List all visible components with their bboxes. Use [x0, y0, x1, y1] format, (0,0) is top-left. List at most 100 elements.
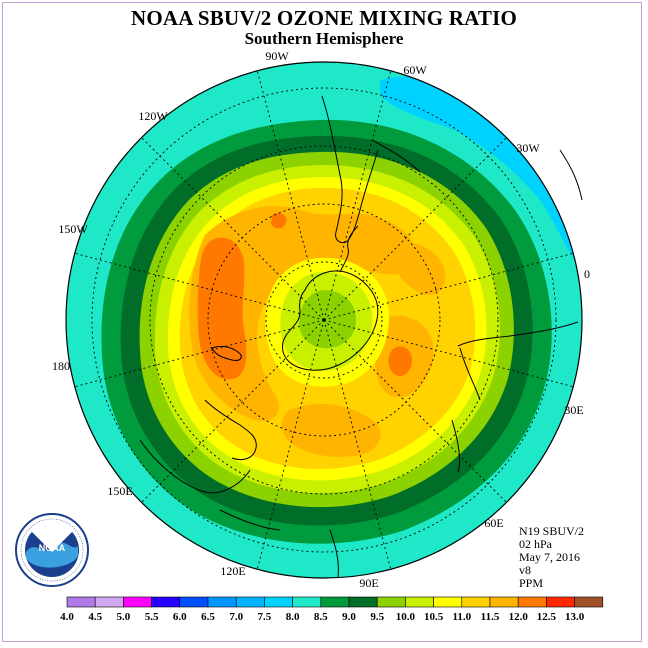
coastlines	[139, 95, 583, 579]
colorbar-swatch	[123, 596, 152, 608]
colorbar-tick-label: 13.0	[565, 611, 585, 623]
map-boundary	[65, 61, 583, 579]
colorbar-swatch	[292, 596, 322, 608]
colorbar-tick-label: 6.5	[201, 611, 215, 623]
colorbar-swatch	[320, 596, 350, 608]
colorbar-tick-label: 6.0	[173, 611, 187, 623]
lon-label-60e: 60E	[484, 516, 503, 530]
colorbar-swatch	[151, 596, 181, 608]
colorbar-tick-label: 4.0	[60, 611, 74, 623]
indonesia-coast	[219, 509, 281, 531]
meridian-line	[141, 137, 325, 321]
atlantic-coast	[559, 149, 583, 201]
colorbar-swatch	[489, 596, 519, 608]
band-11-0-11-5-west	[189, 206, 416, 421]
lon-label-0: 0	[584, 267, 590, 281]
colorbar-swatch	[264, 596, 293, 608]
logo-wave	[26, 542, 78, 568]
colorbar-tick-label: 5.0	[117, 611, 131, 623]
colorbar-swatch	[376, 596, 406, 608]
antarctica-coast	[282, 270, 379, 371]
info-satellite: N19 SBUV/2	[519, 524, 585, 538]
info-level: 02 hPa	[519, 537, 552, 551]
info-version: v8	[519, 563, 531, 577]
meridian-line	[323, 319, 392, 570]
image-frame	[2, 2, 642, 642]
south-america-east-coast	[371, 139, 421, 173]
map-subtitle: Southern Hemisphere	[244, 29, 404, 48]
band-11-0-11-5-ne	[392, 243, 446, 296]
lon-label-180: 180	[52, 359, 70, 373]
colorbar-swatch	[574, 596, 604, 608]
meridian-line	[323, 319, 507, 503]
info-panel: N19 SBUV/2 02 hPa May 7, 2016 v8 PPM	[519, 525, 584, 590]
colorbar-tick-label: 7.0	[229, 611, 243, 623]
lon-label-120w: 120W	[138, 109, 168, 123]
colorbar-swatch	[207, 596, 237, 608]
colorbar-swatch	[66, 596, 96, 608]
india-coast	[329, 529, 339, 579]
info-date: May 7, 2016	[519, 550, 580, 564]
logo-text: NOAA	[39, 543, 66, 553]
lon-label-30e: 30E	[564, 403, 583, 417]
colorbar: 4.0 4.5 5.0 5.5 6.0 6.5 7.0 7.5 8.0 8.5 9.0 9.5 10.0…	[60, 596, 604, 623]
colorbar-tick-label: 12.0	[509, 611, 529, 623]
info-units: PPM	[519, 576, 544, 590]
colorbar-tick-label: 12.5	[537, 611, 557, 623]
band-9-0-9-5-center	[298, 290, 357, 349]
colorbar-swatch	[235, 596, 265, 608]
colorbar-tick-label: 11.0	[452, 611, 471, 623]
meridian-line	[323, 319, 574, 388]
colorbar-swatch	[461, 596, 491, 608]
colorbar-tick-label: 8.0	[286, 611, 300, 623]
map-title: NOAA SBUV/2 OZONE MIXING RATIO	[131, 6, 517, 30]
colorbar-swatch	[405, 596, 434, 608]
colorbar-swatch	[546, 596, 575, 608]
colorbar-swatch	[94, 596, 124, 608]
africa-southeast-coast	[459, 347, 481, 401]
colorbar-swatch	[348, 596, 378, 608]
colorbar-tick-label: 8.5	[314, 611, 328, 623]
lon-label-120e: 120E	[220, 564, 245, 578]
africa-coast	[457, 321, 579, 347]
colorbar-tick-label: 5.5	[145, 611, 159, 623]
meridian-line	[323, 137, 507, 321]
latitude-circle-50s	[91, 87, 557, 553]
longitude-labels: 90W 60W 30W 0 30E 60E 90E 120E 150E 180 …	[52, 49, 590, 590]
noaa-logo: NOAA	[15, 513, 89, 587]
logo-bird-icon	[30, 521, 74, 552]
colorbar-swatch	[517, 596, 547, 608]
band-11-5-12-0-west	[197, 237, 247, 380]
lon-label-30w: 30W	[516, 141, 540, 155]
south-america-coast	[321, 95, 379, 243]
latitude-circle-80s	[265, 261, 383, 379]
band-11-0-11-5-north	[281, 403, 381, 457]
new-zealand-coast	[204, 399, 257, 461]
colorbar-tick-label: 11.5	[481, 611, 500, 623]
meridian-line	[323, 252, 574, 321]
logo-ring-text-icon	[20, 518, 84, 582]
colorbar-tick-label: 7.5	[258, 611, 272, 623]
colorbar-swatch	[433, 596, 463, 608]
ozone-field	[66, 62, 582, 578]
lon-label-90w: 90W	[265, 49, 289, 63]
meridian-line	[141, 319, 325, 503]
ross-ice-shelf-patch	[211, 345, 242, 361]
latitude-circle-70s	[207, 203, 441, 437]
colorbar-tick-label: 4.5	[88, 611, 102, 623]
colorbar-tick-label: 10.0	[396, 611, 416, 623]
band-11-5-12-0-east	[388, 346, 412, 377]
lon-label-150e: 150E	[107, 484, 132, 498]
colorbar-swatch	[179, 596, 209, 608]
colorbar-tick-label: 10.5	[424, 611, 444, 623]
band-11-5-12-0-small	[271, 212, 287, 229]
lon-label-60w: 60W	[403, 63, 427, 77]
colorbar-tick-label: 9.5	[370, 611, 384, 623]
latitude-circle-60s	[149, 145, 499, 495]
australia-coast	[139, 439, 251, 494]
lon-label-150w: 150W	[58, 222, 88, 236]
colorbar-tick-label: 9.0	[342, 611, 356, 623]
lon-label-90e: 90E	[359, 576, 378, 590]
madagascar	[451, 419, 461, 473]
